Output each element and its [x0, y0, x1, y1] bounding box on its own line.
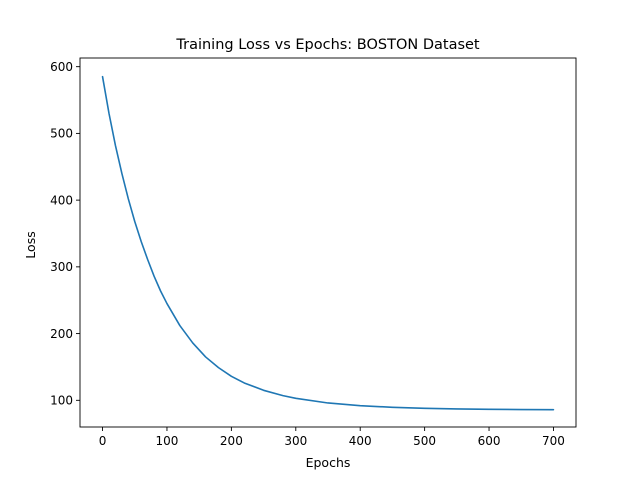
x-tick-label-200: 200	[220, 434, 243, 448]
x-tick-label-400: 400	[349, 434, 372, 448]
y-tick-label-500: 500	[50, 127, 73, 141]
x-tick-label-0: 0	[99, 434, 107, 448]
y-axis-label: Loss	[23, 231, 38, 258]
x-axis-label: Epochs	[306, 455, 351, 470]
x-tick-label-300: 300	[284, 434, 307, 448]
chart-title: Training Loss vs Epochs: BOSTON Dataset	[175, 37, 480, 53]
y-tick-label-300: 300	[50, 260, 73, 274]
y-tick-label-100: 100	[50, 394, 73, 408]
y-tick-label-200: 200	[50, 327, 73, 341]
axes-frame	[79, 57, 577, 428]
y-tick-label-600: 600	[50, 60, 73, 74]
x-tick-label-500: 500	[413, 434, 436, 448]
series-line-0	[101, 75, 555, 411]
x-tick-label-600: 600	[478, 434, 501, 448]
plot-area: 0 100 200 300 400 500 600 700 100 200 300 400 500 600	[50, 57, 577, 448]
x-tick-label-100: 100	[156, 434, 179, 448]
y-tick-label-400: 400	[50, 193, 73, 207]
x-tick-label-700: 700	[542, 434, 565, 448]
